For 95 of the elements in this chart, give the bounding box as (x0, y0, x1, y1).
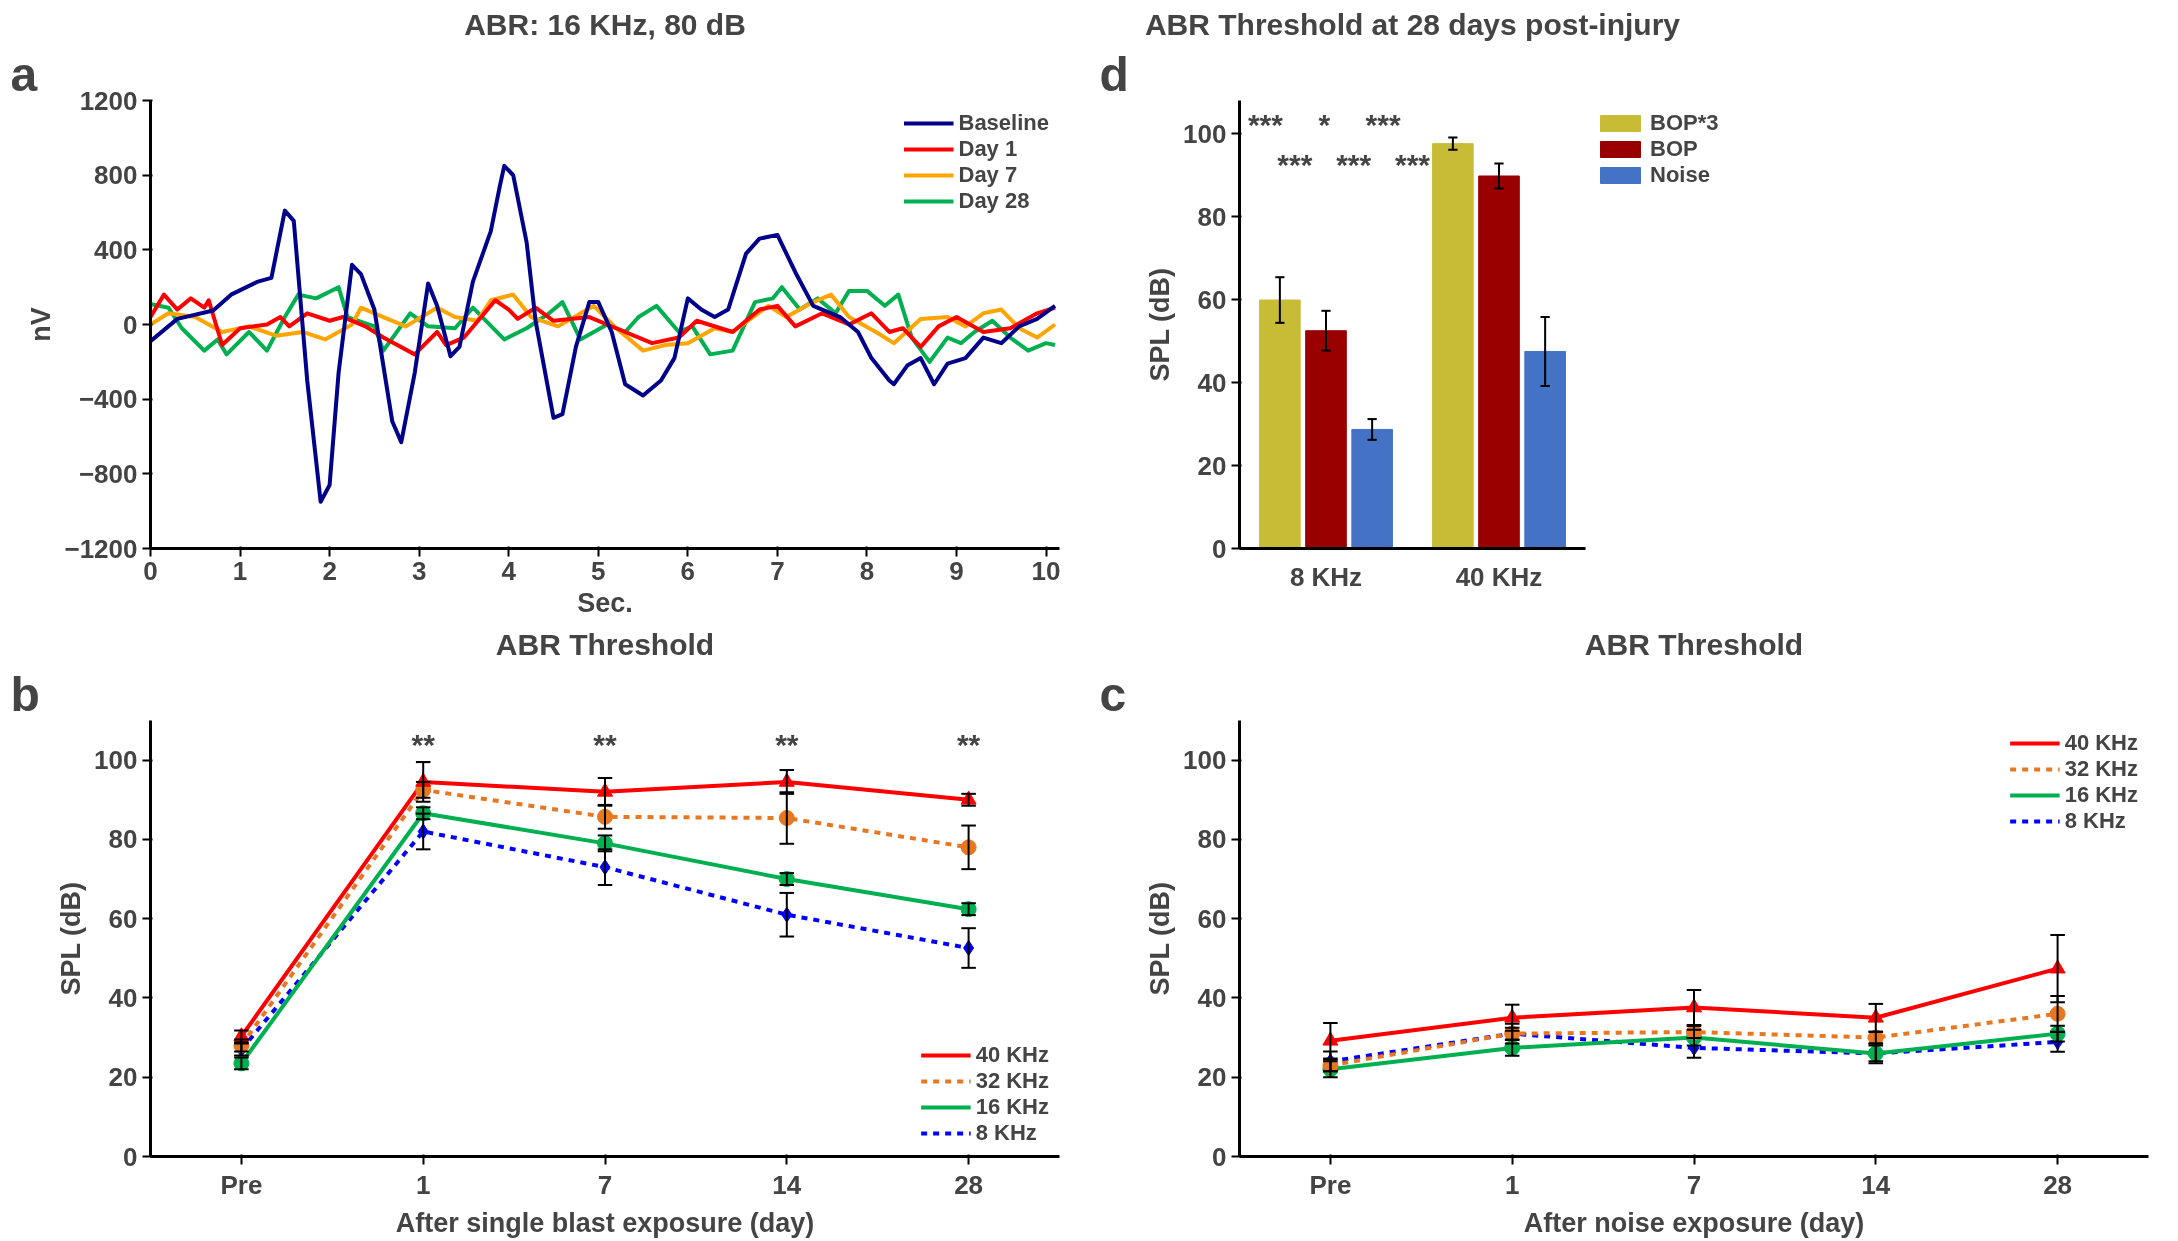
y-tick-label: 0 (1212, 533, 1227, 564)
y-axis-title: SPL (dB) (1145, 881, 1176, 996)
x-tick-label: 6 (680, 555, 696, 586)
x-tick-label: 40 KHz (1455, 561, 1543, 592)
y-tick-label: 100 (1183, 745, 1227, 776)
y-tick-label: 20 (108, 1062, 138, 1093)
legend-label: 32 KHz (2064, 756, 2138, 782)
annotation: ** (593, 727, 617, 761)
y-tick-label: 40 (1197, 367, 1227, 398)
bar (1259, 299, 1301, 549)
y-tick-label: 40 (1197, 982, 1227, 1013)
text: b (10, 667, 40, 721)
annotation: ** (775, 727, 799, 761)
annotation: *** (1336, 147, 1372, 181)
y-tick-label: 20 (1197, 450, 1227, 481)
y-tick-label: −400 (78, 384, 138, 415)
x-tick-label: 4 (501, 555, 517, 586)
bar (1351, 428, 1393, 549)
annotation: *** (1277, 147, 1313, 181)
x-tick-label: 3 (411, 555, 427, 586)
legend-label: Noise (1650, 162, 1710, 188)
legend-label: Baseline (958, 110, 1049, 136)
x-tick-label: 10 (1031, 555, 1061, 586)
x-tick-label: 14 (772, 1169, 802, 1200)
y-tick-label: −800 (78, 458, 138, 489)
x-tick-label: 2 (322, 555, 337, 586)
y-tick-label: 800 (94, 160, 138, 191)
y-tick-label: 100 (1183, 118, 1227, 149)
annotation: *** (1247, 107, 1284, 141)
legend-label: 16 KHz (975, 1094, 1049, 1120)
x-tick-label: 28 (954, 1169, 984, 1200)
y-tick-label: 80 (1197, 824, 1227, 855)
y-tick-label: 80 (108, 824, 138, 855)
x-tick-label: 7 (770, 555, 785, 586)
text: d (1099, 47, 1129, 101)
x-tick-label: Pre (220, 1169, 263, 1200)
bar (1432, 143, 1474, 549)
chart-title: ABR Threshold at 28 days post-injury (1144, 7, 1681, 41)
chart-title: ABR: 16 KHz, 80 dB (464, 7, 746, 41)
x-axis-title: Sec. (577, 587, 633, 618)
x-tick-label: 1 (415, 1169, 431, 1200)
legend-label: BOP*3 (1650, 110, 1719, 136)
bar (1524, 350, 1566, 549)
x-tick-label: 28 (2043, 1169, 2073, 1200)
annotation: * (1318, 107, 1331, 141)
legend-label: 8 KHz (975, 1120, 1037, 1146)
legend-label: Day 1 (958, 136, 1018, 162)
y-tick-label: 0 (123, 309, 138, 340)
x-tick-label: Pre (1309, 1169, 1352, 1200)
legend-label: 40 KHz (975, 1042, 1049, 1068)
y-axis-title: SPL (dB) (1145, 267, 1176, 382)
y-axis-title: SPL (dB) (56, 881, 87, 996)
legend-label: 16 KHz (2064, 782, 2138, 808)
legend-label: Day 28 (958, 188, 1030, 214)
x-tick-label: 1 (1504, 1169, 1520, 1200)
x-tick-label: 8 (859, 555, 875, 586)
legend-label: 32 KHz (975, 1068, 1049, 1094)
x-tick-label: 0 (143, 555, 158, 586)
x-tick-label: 14 (1861, 1169, 1891, 1200)
y-tick-label: 60 (1197, 903, 1227, 934)
legend-label: BOP (1650, 136, 1698, 162)
y-tick-label: 60 (1197, 284, 1227, 315)
x-axis-title: After noise exposure (day) (1523, 1207, 1865, 1238)
text: a (10, 47, 38, 101)
y-tick-label: 60 (108, 903, 138, 934)
y-axis-title: nV (26, 307, 57, 342)
y-tick-label: 1200 (79, 85, 138, 116)
y-tick-label: 40 (108, 982, 138, 1013)
x-tick-label: 7 (1686, 1169, 1702, 1200)
line-series (150, 163, 1058, 504)
y-tick-label: 400 (94, 234, 138, 265)
bar (1478, 175, 1520, 549)
chart-title: ABR Threshold (495, 627, 715, 661)
annotation: *** (1365, 107, 1401, 141)
annotation: *** (1394, 147, 1431, 181)
x-tick-label: 1 (232, 555, 248, 586)
y-tick-label: 20 (1197, 1062, 1227, 1093)
annotation: ** (411, 727, 436, 761)
x-tick-label: 5 (591, 555, 606, 586)
legend-label: 40 KHz (2064, 730, 2138, 756)
text: c (1099, 667, 1127, 721)
x-axis-title: After single blast exposure (day) (395, 1207, 815, 1238)
x-tick-label: 7 (597, 1169, 613, 1200)
y-tick-label: −1200 (64, 533, 138, 564)
legend-label: 8 KHz (2064, 808, 2126, 834)
y-tick-label: 100 (94, 745, 138, 776)
y-tick-label: 0 (1212, 1141, 1227, 1172)
bar (1305, 330, 1347, 549)
x-tick-label: 8 KHz (1289, 561, 1363, 592)
x-tick-label: 9 (949, 555, 964, 586)
annotation: ** (956, 727, 981, 761)
y-tick-label: 80 (1197, 201, 1227, 232)
y-tick-label: 0 (123, 1141, 138, 1172)
chart-title: ABR Threshold (1584, 627, 1804, 661)
legend-label: Day 7 (958, 162, 1018, 188)
